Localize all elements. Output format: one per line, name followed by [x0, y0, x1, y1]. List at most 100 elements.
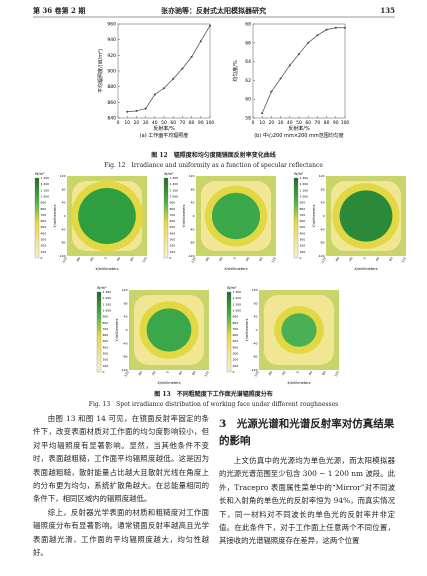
data-point	[135, 109, 138, 112]
x-tick-label: 80	[129, 256, 134, 261]
colorbar-label: 200	[233, 358, 239, 362]
y-tick-label: 120	[319, 174, 325, 178]
journal-issue: 第 36 卷第 2 期	[33, 6, 86, 15]
colorbar-label: 1 300	[103, 290, 112, 294]
colorbar-label: 800	[300, 207, 306, 211]
data-point	[279, 77, 282, 80]
colorbar-label: 0	[170, 256, 172, 260]
figure-caption-cn: 图 12 辐照度和均匀度随镜面反射率变化曲线	[151, 152, 276, 159]
x-tick-label: -80	[267, 370, 273, 376]
y-tick-label: 0	[323, 214, 325, 218]
data-point	[199, 40, 202, 43]
plot-frame	[252, 23, 346, 119]
y-tick-label: 80	[191, 187, 195, 191]
data-point	[163, 87, 165, 90]
y-tick-label: 80	[62, 187, 66, 191]
paragraph: 综上，反射器光学表面的材质和粗糙度对工作面辐照度分布有显著影响。通常镜面反射率越…	[33, 507, 209, 558]
x-tick-label: 120	[401, 256, 407, 263]
x-axis-label: 反射率/%	[288, 125, 310, 132]
x-tick-label: 80	[324, 120, 330, 126]
figure-caption-cn: 图 13 不同粗糙度下工作面光谱辐照度分布	[154, 391, 273, 398]
x-tick-label: -40	[348, 256, 354, 262]
colorbar-label: 1 000	[300, 194, 309, 198]
data-point	[172, 77, 175, 80]
x-tick-label: 80	[191, 370, 196, 375]
colorbar-label: 500	[170, 225, 176, 229]
colorbar-label: 100	[300, 250, 306, 254]
x-tick-label: 0	[165, 370, 169, 374]
colorbar-label: 700	[103, 327, 109, 331]
x-tick-label: -120	[123, 370, 130, 378]
colorbar-label: 400	[41, 231, 47, 235]
y-tick-label: -120	[251, 368, 258, 372]
colorbar-label: 100	[103, 364, 109, 368]
x-tick-label: 30	[278, 120, 284, 126]
y-tick-label: 940	[107, 37, 116, 43]
x-axis-label: X/millimeters	[354, 267, 377, 271]
x-tick-label: 120	[204, 370, 210, 377]
y-tick-label: 66	[245, 40, 251, 46]
x-tick-label: 70	[180, 120, 186, 126]
y-tick-label: 0	[126, 328, 128, 332]
data-point	[334, 26, 337, 29]
data-point	[298, 53, 300, 56]
x-tick-label: 80	[388, 256, 393, 261]
y-tick-label: 80	[254, 301, 258, 305]
x-tick-label: 80	[321, 370, 326, 375]
y-tick-label: 40	[191, 201, 195, 205]
colorbar-label: 1 200	[103, 296, 112, 300]
y-axis-label: Y/millimeters	[182, 204, 186, 227]
colorbar-unit: W/m²	[97, 286, 107, 290]
y-tick-label: 40	[321, 201, 325, 205]
colorbar-label: 700	[300, 213, 306, 217]
colorbar-label: 1 300	[300, 176, 309, 180]
map-core	[78, 188, 136, 244]
colorbar	[96, 291, 102, 373]
data-point	[270, 90, 273, 93]
data-point	[144, 107, 147, 110]
y-tick-label: -40	[123, 341, 128, 345]
colorbar-label: 200	[300, 244, 306, 248]
data-point	[153, 93, 156, 96]
y-tick-label: 40	[62, 201, 66, 205]
colorbar-label: 100	[170, 250, 176, 254]
x-tick-label: 40	[308, 370, 313, 375]
x-axis-label: X/millimeters	[95, 267, 118, 271]
section-title: 3 光源光谱和光谱反射率对仿真结果的影响	[219, 418, 395, 447]
y-tick-label: 80	[321, 187, 325, 191]
colorbar-label: 400	[233, 345, 239, 349]
colorbar	[34, 177, 40, 259]
y-tick-label: 80	[124, 301, 128, 305]
y-tick-label: 840	[107, 116, 116, 122]
colorbar-label: 1 000	[233, 308, 242, 312]
colorbar	[226, 291, 232, 373]
colorbar-label: 500	[233, 339, 239, 343]
colorbar-label: 900	[300, 201, 306, 205]
colorbar-label: 600	[170, 219, 176, 223]
x-tick-label: 40	[152, 120, 158, 126]
paragraph: 由图 13 和图 14 可见，在镜面反射率固定的条件下，改变表面材质对工作面的均…	[33, 414, 209, 504]
colorbar-label: 1 100	[170, 188, 179, 192]
x-tick-label: 40	[116, 256, 121, 261]
colorbar-label: 1 100	[233, 302, 242, 306]
x-tick-label: -120	[190, 256, 197, 264]
x-tick-label: 60	[170, 120, 176, 126]
colorbar-label: 500	[300, 225, 306, 229]
y-tick-label: 0	[193, 214, 195, 218]
x-tick-label: 0	[117, 120, 120, 126]
y-tick-label: -80	[61, 241, 66, 245]
y-tick-label: -40	[61, 227, 66, 231]
x-tick-label: 0	[252, 120, 255, 126]
colorbar-label: 800	[103, 321, 109, 325]
colorbar-label: 700	[233, 327, 239, 331]
data-point	[288, 64, 291, 67]
x-tick-label: 0	[295, 370, 299, 374]
colorbar-label: 100	[233, 364, 239, 368]
colorbar-label: 1 100	[300, 188, 309, 192]
colorbar-label: 1 300	[233, 290, 242, 294]
y-tick-label: -40	[190, 227, 195, 231]
colorbar-label: 1 200	[233, 296, 242, 300]
y-tick-label: -40	[253, 341, 258, 345]
x-tick-label: 20	[134, 120, 140, 126]
left-column: 由图 13 和图 14 可见，在镜面反射率固定的条件下，改变表面材质对工作面的均…	[33, 412, 209, 559]
